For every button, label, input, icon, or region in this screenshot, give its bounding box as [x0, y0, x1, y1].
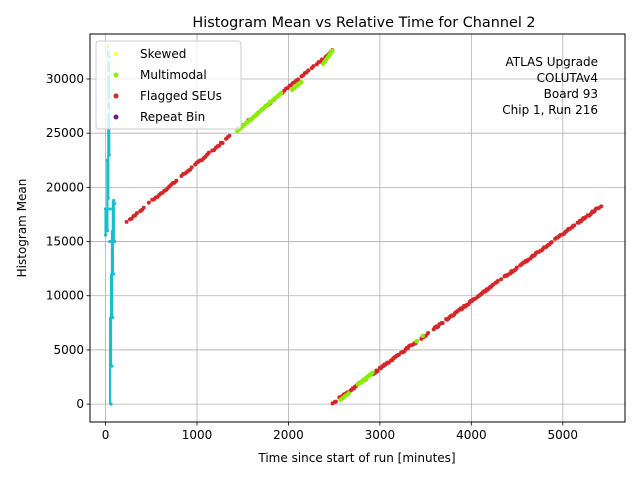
x-tick-label: 5000 [548, 428, 579, 442]
point-multimodal [329, 49, 334, 55]
y-tick-label: 30000 [46, 72, 84, 86]
axes-frame [89, 33, 626, 423]
point-histogram-mean [112, 198, 116, 202]
annotation-line-2: COLUTAv4 [537, 71, 598, 85]
point-flagged-seus [227, 133, 232, 138]
point-multimodal [249, 116, 255, 122]
point-flagged-seus [134, 211, 139, 216]
legend-label-flagged-seus: Flagged SEUs [140, 89, 222, 103]
point-histogram-mean [105, 229, 109, 233]
point-multimodal [263, 103, 268, 109]
point-multimodal [272, 96, 277, 101]
point-multimodal [368, 372, 373, 378]
point-multimodal [290, 86, 296, 91]
point-multimodal [267, 99, 273, 104]
point-flagged-seus [572, 223, 577, 228]
point-histogram-mean [113, 239, 117, 244]
legend: Skewed Multimodal Flagged SEUs Repeat Bi… [95, 40, 242, 130]
x-tick-label: 3000 [365, 428, 396, 442]
grid [90, 34, 625, 422]
annotation-line-3: Board 93 [544, 87, 598, 101]
legend-label-skewed: Skewed [140, 47, 186, 61]
point-flagged-seus [311, 64, 316, 69]
legend-box [95, 40, 242, 130]
point-multimodal [327, 52, 332, 58]
point-flagged-seus [174, 178, 179, 183]
point-multimodal [254, 112, 259, 117]
point-flagged-seus [296, 77, 301, 82]
y-tick-label: 25000 [46, 126, 84, 140]
point-flagged-seus [306, 68, 311, 73]
point-flagged-seus [426, 330, 431, 335]
point-histogram-mean [113, 202, 117, 206]
point-multimodal [240, 123, 245, 128]
point-flagged-seus [495, 278, 500, 283]
point-flagged-seus [124, 219, 129, 224]
point-flagged-seus [146, 200, 151, 205]
point-multimodal [363, 376, 369, 382]
x-tick-label: 0 [102, 428, 110, 442]
point-histogram-mean [111, 315, 115, 320]
point-flagged-seus [549, 240, 554, 245]
point-histogram-mean [103, 207, 108, 211]
y-tick-label: 20000 [46, 180, 84, 194]
point-histogram-mean [112, 272, 116, 276]
point-flagged-seus [141, 205, 146, 210]
legend-marker-flagged-seus [113, 93, 119, 99]
annotation: ATLAS Upgrade COLUTAv4 Board 93 Chip 1, … [502, 55, 598, 117]
point-flagged-seus [220, 141, 225, 146]
x-axis-title: Time since start of run [minutes] [257, 451, 455, 465]
annotation-line-1: ATLAS Upgrade [505, 55, 598, 69]
point-histogram-mean [109, 402, 113, 406]
point-flagged-seus [514, 265, 519, 270]
x-tick-label: 1000 [182, 428, 213, 442]
point-multimodal [346, 391, 352, 396]
chart-title: Histogram Mean vs Relative Time for Chan… [192, 15, 535, 31]
y-tick-label: 5000 [53, 343, 84, 357]
legend-label-repeat-bin: Repeat Bin [140, 110, 205, 124]
legend-label-multimodal: Multimodal [140, 68, 207, 82]
annotation-line-4: Chip 1, Run 216 [502, 103, 598, 117]
point-histogram-mean [110, 364, 114, 368]
point-multimodal [258, 108, 264, 113]
y-tick-label: 0 [76, 397, 84, 411]
ticks: 0 1000 2000 3000 4000 5000 0 5000 10000 15000 2000… [46, 72, 578, 442]
point-histogram-mean [108, 207, 112, 211]
legend-marker-repeat-bin [113, 114, 119, 120]
point-multimodal [299, 80, 304, 85]
point-multimodal [245, 120, 250, 125]
point-histogram-mean [103, 233, 108, 237]
point-flagged-seus [440, 320, 445, 325]
x-tick-label: 4000 [456, 428, 487, 442]
point-multimodal [414, 339, 419, 344]
point-flagged-seus [375, 369, 380, 374]
point-multimodal [277, 93, 282, 98]
y-tick-label: 15000 [46, 235, 84, 249]
point-histogram-mean [107, 153, 111, 157]
point-multimodal [359, 380, 364, 385]
point-flagged-seus [499, 277, 504, 282]
point-flagged-seus [599, 204, 604, 209]
x-tick-label: 2000 [273, 428, 304, 442]
point-flagged-seus [217, 143, 222, 148]
y-tick-label: 10000 [46, 289, 84, 303]
point-histogram-mean [111, 229, 115, 233]
point-multimodal [295, 82, 300, 87]
point-histogram-mean [106, 196, 110, 200]
point-flagged-seus [206, 150, 211, 155]
y-axis-title: Histogram Mean [15, 179, 29, 278]
point-flagged-seus [333, 399, 338, 404]
point-histogram-mean [105, 158, 109, 162]
data-layer [103, 44, 604, 406]
point-flagged-seus [189, 165, 194, 170]
legend-marker-skewed [113, 51, 119, 57]
legend-marker-multimodal [113, 72, 119, 78]
point-histogram-mean [108, 239, 112, 244]
point-multimodal [420, 333, 426, 339]
point-multimodal [322, 59, 328, 64]
